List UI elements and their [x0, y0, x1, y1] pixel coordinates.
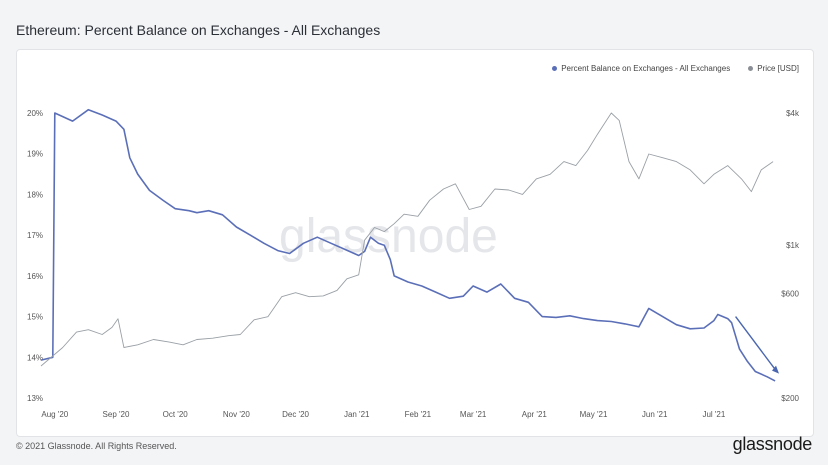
- x-tick-label: Aug '20: [41, 410, 68, 419]
- y-right-tick-label: $1k: [786, 241, 800, 250]
- y-right-tick-label: $600: [781, 289, 799, 298]
- x-tick-label: Apr '21: [522, 410, 548, 419]
- legend-item-price[interactable]: Price [USD]: [748, 64, 799, 73]
- y-left-tick-label: 18%: [27, 190, 43, 199]
- legend-label-price: Price [USD]: [757, 64, 799, 73]
- copyright-text: © 2021 Glassnode. All Rights Reserved.: [16, 441, 177, 451]
- chart-plot: glassnode 20%19%18%17%16%15%14%13%$4k$1k…: [27, 108, 800, 419]
- x-tick-label: Jul '21: [702, 410, 725, 419]
- x-tick-label: Sep '20: [103, 410, 130, 419]
- x-tick-label: Feb '21: [405, 410, 432, 419]
- x-tick-label: Oct '20: [163, 410, 189, 419]
- y-left-tick-label: 15%: [27, 313, 43, 322]
- series-line-balance: [40, 108, 776, 382]
- annotation-arrow-head: [772, 365, 779, 374]
- x-tick-label: Mar '21: [460, 410, 487, 419]
- y-left-tick-label: 16%: [27, 272, 43, 281]
- legend-dot-balance: [552, 66, 558, 71]
- y-left-tick-label: 19%: [27, 150, 43, 159]
- legend-dot-price: [748, 66, 754, 71]
- y-left-tick-label: 13%: [27, 394, 43, 403]
- page-title: Ethereum: Percent Balance on Exchanges -…: [16, 22, 381, 38]
- x-tick-label: Dec '20: [282, 410, 309, 419]
- y-right-tick-label: $200: [781, 394, 799, 403]
- x-tick-label: May '21: [580, 410, 608, 419]
- x-tick-label: Jan '21: [344, 410, 370, 419]
- x-tick-label: Nov '20: [223, 410, 250, 419]
- annotation-arrow-line: [735, 316, 777, 371]
- y-left-tick-label: 17%: [27, 231, 43, 240]
- y-left-tick-label: 20%: [27, 109, 43, 118]
- series-line-price: [40, 112, 774, 367]
- x-tick-label: Jun '21: [642, 410, 668, 419]
- glassnode-logo: glassnode: [732, 434, 813, 454]
- chart-legend: Percent Balance on Exchanges - All Excha…: [552, 64, 799, 73]
- y-right-tick-label: $4k: [786, 109, 800, 118]
- legend-item-balance[interactable]: Percent Balance on Exchanges - All Excha…: [552, 64, 730, 73]
- legend-label-balance: Percent Balance on Exchanges - All Excha…: [561, 64, 731, 73]
- y-left-tick-label: 14%: [27, 353, 43, 362]
- chart-card: Percent Balance on Exchanges - All Excha…: [16, 49, 814, 437]
